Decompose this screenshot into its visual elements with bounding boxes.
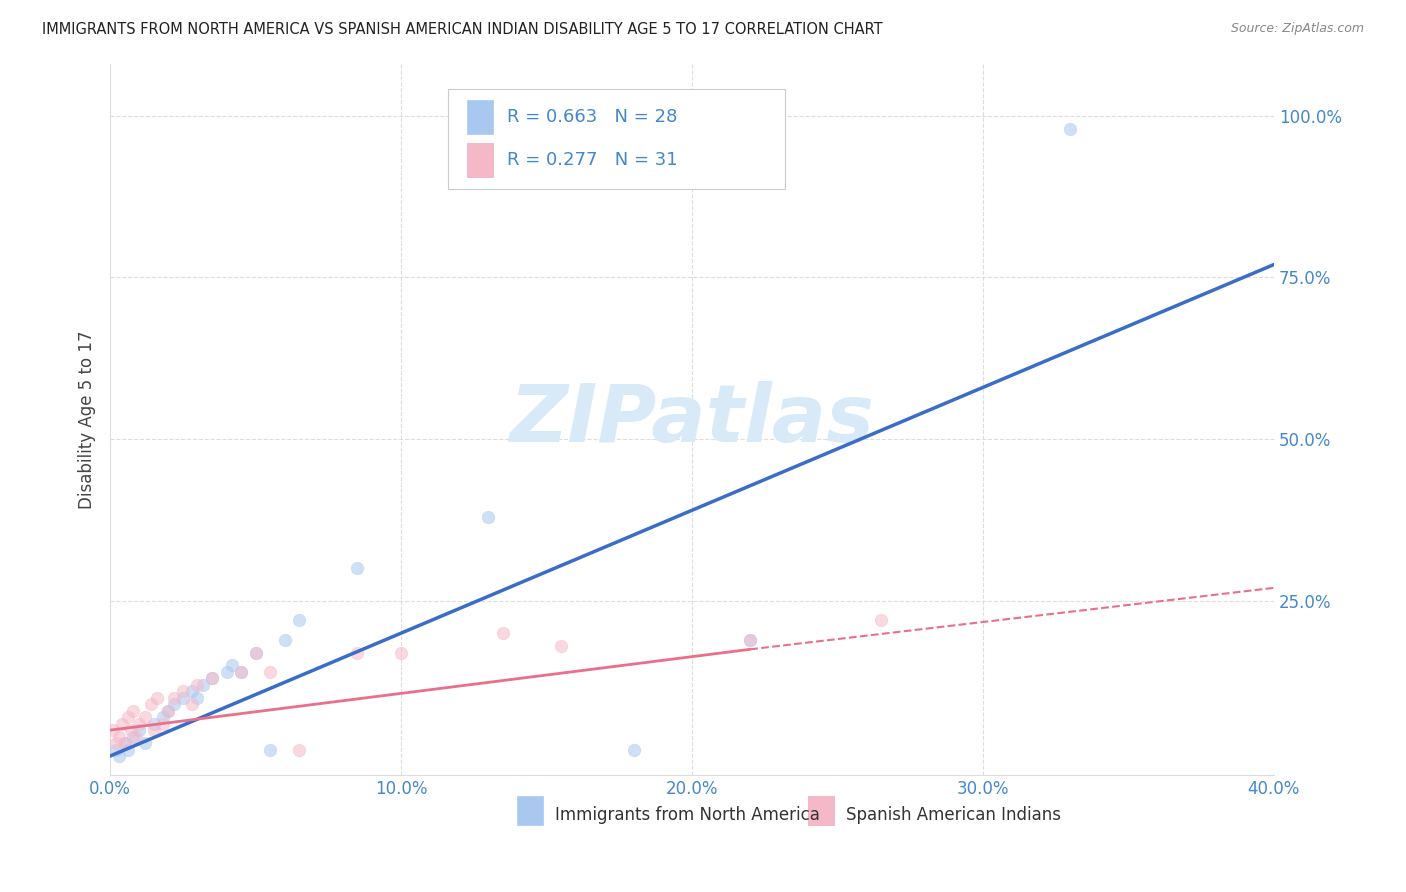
- Point: [134, 710, 156, 724]
- Point: [104, 736, 127, 750]
- Point: [142, 716, 165, 731]
- Bar: [467, 143, 494, 178]
- Text: R = 0.277   N = 31: R = 0.277 N = 31: [508, 151, 678, 169]
- Point: [740, 632, 762, 647]
- Text: IMMIGRANTS FROM NORTH AMERICA VS SPANISH AMERICAN INDIAN DISABILITY AGE 5 TO 17 : IMMIGRANTS FROM NORTH AMERICA VS SPANISH…: [42, 22, 883, 37]
- Point: [104, 742, 127, 756]
- Point: [134, 736, 156, 750]
- Point: [229, 665, 252, 679]
- Point: [550, 639, 572, 653]
- Point: [128, 716, 150, 731]
- Point: [152, 716, 174, 731]
- Point: [1059, 121, 1081, 136]
- Point: [193, 678, 215, 692]
- Point: [172, 690, 194, 705]
- Point: [259, 665, 281, 679]
- Point: [259, 742, 281, 756]
- Point: [389, 646, 412, 660]
- Bar: [467, 100, 494, 135]
- Point: [221, 658, 243, 673]
- Point: [201, 672, 224, 686]
- Point: [108, 749, 131, 764]
- Point: [215, 665, 238, 679]
- Point: [163, 690, 186, 705]
- Point: [623, 742, 645, 756]
- Point: [346, 646, 368, 660]
- Point: [120, 723, 142, 738]
- Y-axis label: Disability Age 5 to 17: Disability Age 5 to 17: [79, 330, 96, 509]
- Point: [117, 742, 139, 756]
- Text: Immigrants from North America: Immigrants from North America: [555, 805, 820, 823]
- Text: Spanish American Indians: Spanish American Indians: [845, 805, 1060, 823]
- Point: [145, 690, 167, 705]
- Point: [122, 730, 145, 744]
- Bar: [808, 797, 834, 825]
- Point: [492, 626, 515, 640]
- Point: [101, 723, 124, 738]
- Point: [172, 684, 194, 698]
- Point: [163, 698, 186, 712]
- Point: [180, 684, 202, 698]
- Point: [152, 710, 174, 724]
- Point: [870, 613, 893, 627]
- Point: [114, 736, 136, 750]
- Point: [180, 698, 202, 712]
- Point: [740, 632, 762, 647]
- Point: [125, 730, 148, 744]
- Point: [274, 632, 297, 647]
- Point: [157, 704, 180, 718]
- Text: R = 0.663   N = 28: R = 0.663 N = 28: [508, 109, 678, 127]
- Point: [128, 723, 150, 738]
- Point: [245, 646, 267, 660]
- Point: [111, 716, 134, 731]
- Point: [122, 704, 145, 718]
- Point: [288, 742, 311, 756]
- Bar: [517, 797, 543, 825]
- Point: [108, 730, 131, 744]
- Point: [186, 690, 208, 705]
- Text: Source: ZipAtlas.com: Source: ZipAtlas.com: [1230, 22, 1364, 36]
- Point: [186, 678, 208, 692]
- Point: [477, 509, 499, 524]
- Point: [288, 613, 311, 627]
- Point: [201, 672, 224, 686]
- Point: [157, 704, 180, 718]
- Point: [117, 710, 139, 724]
- Point: [139, 698, 162, 712]
- Point: [114, 736, 136, 750]
- Text: ZIPatlas: ZIPatlas: [509, 381, 875, 458]
- FancyBboxPatch shape: [447, 89, 785, 188]
- Point: [245, 646, 267, 660]
- Point: [142, 723, 165, 738]
- Point: [346, 561, 368, 575]
- Point: [229, 665, 252, 679]
